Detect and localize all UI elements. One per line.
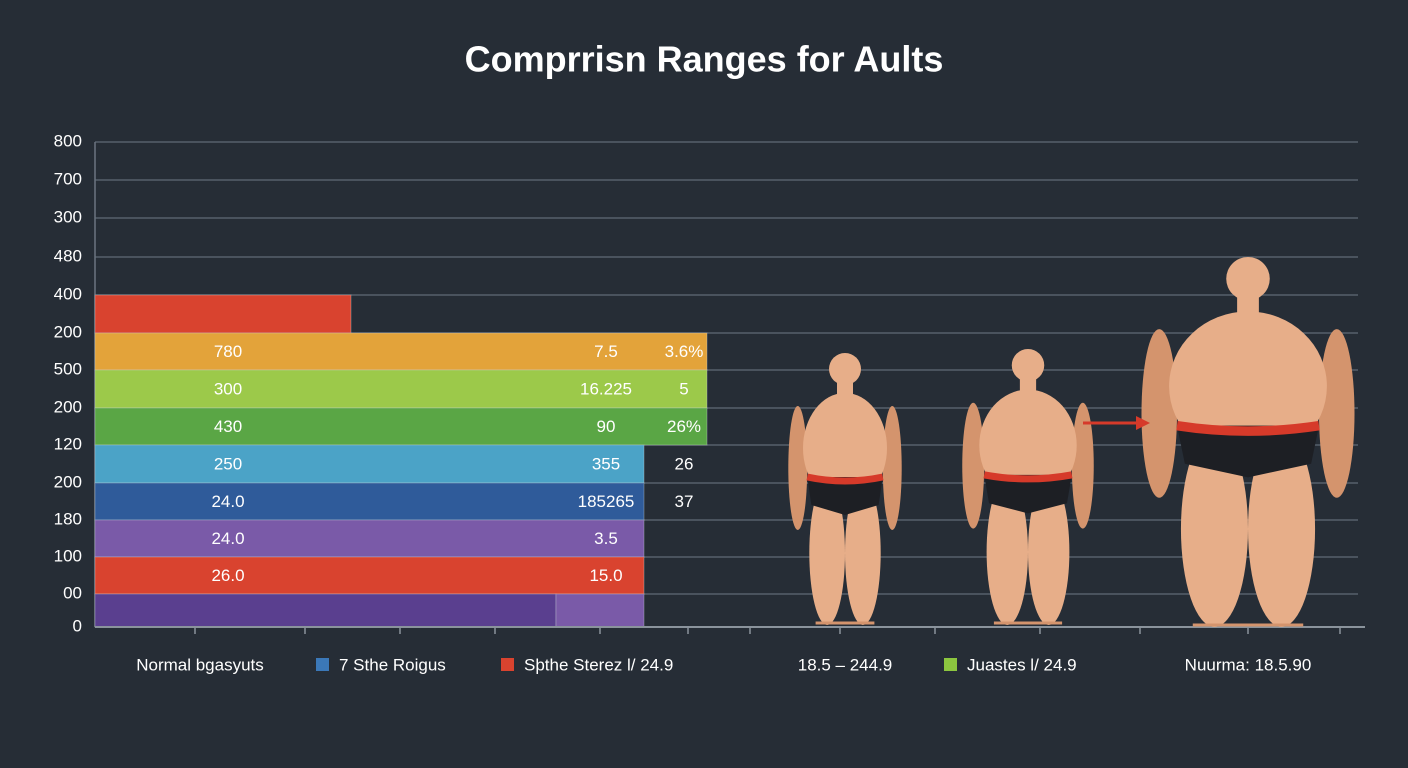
bar-label: 90 — [597, 417, 616, 436]
bar-label: 16.225 — [580, 379, 632, 398]
figure-briefs — [1176, 425, 1320, 478]
figure-briefs — [984, 474, 1072, 514]
bar-segment — [94, 556, 645, 595]
figure-arm — [962, 402, 985, 529]
y-axis-label: 100 — [54, 546, 82, 565]
bar-label: 185265 — [578, 492, 635, 511]
bar-label: 355 — [592, 454, 620, 473]
legend-label: 7 Sthe Roigus — [339, 655, 446, 674]
figure-briefs — [807, 477, 883, 515]
bar-label: 3.5 — [594, 529, 618, 548]
bar-segment — [94, 444, 645, 484]
legend-label: 18.5 – 244.9 — [798, 655, 893, 674]
figure-arm — [1319, 329, 1355, 498]
y-axis-label: 0 — [73, 616, 82, 635]
bar-segment — [94, 519, 645, 558]
figure-band — [806, 473, 884, 485]
figure-leg — [1180, 431, 1248, 627]
legend-label: Nuurma: 18.5.90 — [1185, 655, 1312, 674]
figure-arm — [1071, 402, 1094, 529]
bar-label: 26 — [675, 454, 694, 473]
legend-swatch — [316, 658, 329, 671]
bar-segment — [555, 593, 645, 628]
y-axis-label: 00 — [63, 583, 82, 602]
figure-band — [983, 471, 1073, 483]
y-axis-label: 480 — [54, 246, 82, 265]
y-axis-label: 200 — [54, 397, 82, 416]
y-axis-label: 180 — [54, 509, 82, 528]
bar-label: 24.0 — [211, 529, 244, 548]
legend-label: Juastes l/ 24.9 — [967, 655, 1077, 674]
figure-torso — [1169, 311, 1327, 462]
bar-segment — [94, 407, 708, 446]
y-axis-label: 120 — [54, 434, 82, 453]
legend-swatch — [501, 658, 514, 671]
legend-label: Sþthe Sterez l/ 24.9 — [524, 655, 673, 674]
bar-segment — [94, 369, 708, 409]
bar-label: 300 — [214, 379, 242, 398]
bar-label: 26% — [667, 417, 701, 436]
figure-head — [1226, 257, 1270, 301]
figure-torso — [979, 389, 1077, 502]
y-axis-label: 400 — [54, 284, 82, 303]
figure-leg — [845, 481, 881, 625]
body-figure — [962, 349, 1094, 625]
figure-leg — [1028, 478, 1070, 625]
y-axis-label: 300 — [54, 207, 82, 226]
arrow-head — [1136, 416, 1150, 430]
bar-label: 7.5 — [594, 342, 618, 361]
figure-band — [1176, 420, 1320, 436]
body-figure — [788, 353, 902, 625]
chart-title: Comprrisn Ranges for Aults — [465, 39, 944, 80]
figure-torso — [803, 393, 887, 503]
figure-head — [829, 353, 861, 385]
bar-label: 780 — [214, 342, 242, 361]
bar-label: 430 — [214, 417, 242, 436]
figure-arm — [788, 406, 808, 530]
figure-head — [1011, 349, 1045, 382]
figure-leg — [986, 478, 1028, 625]
y-axis-label: 200 — [54, 472, 82, 491]
bar-segment — [94, 593, 557, 628]
bar-segment — [94, 294, 352, 334]
y-axis-label: 200 — [54, 322, 82, 341]
figure-leg — [1248, 431, 1316, 627]
figure-arm — [882, 406, 902, 530]
figure-arm — [1141, 329, 1177, 498]
legend-swatch — [944, 658, 957, 671]
bar-label: 37 — [675, 492, 694, 511]
body-figure — [1141, 257, 1355, 627]
bar-segment — [94, 482, 645, 521]
figure-leg — [809, 481, 846, 625]
legend-label: Normal bgasyuts — [136, 655, 264, 674]
bar-label: 26.0 — [211, 566, 244, 585]
bar-label: 3.6% — [665, 342, 704, 361]
bar-label: 5 — [679, 379, 688, 398]
bar-label: 15.0 — [589, 566, 622, 585]
y-axis-label: 800 — [54, 131, 82, 150]
bar-label: 24.0 — [211, 492, 244, 511]
bar-segment — [94, 332, 708, 371]
y-axis-label: 500 — [54, 359, 82, 378]
y-axis-label: 700 — [54, 169, 82, 188]
bar-label: 250 — [214, 454, 242, 473]
